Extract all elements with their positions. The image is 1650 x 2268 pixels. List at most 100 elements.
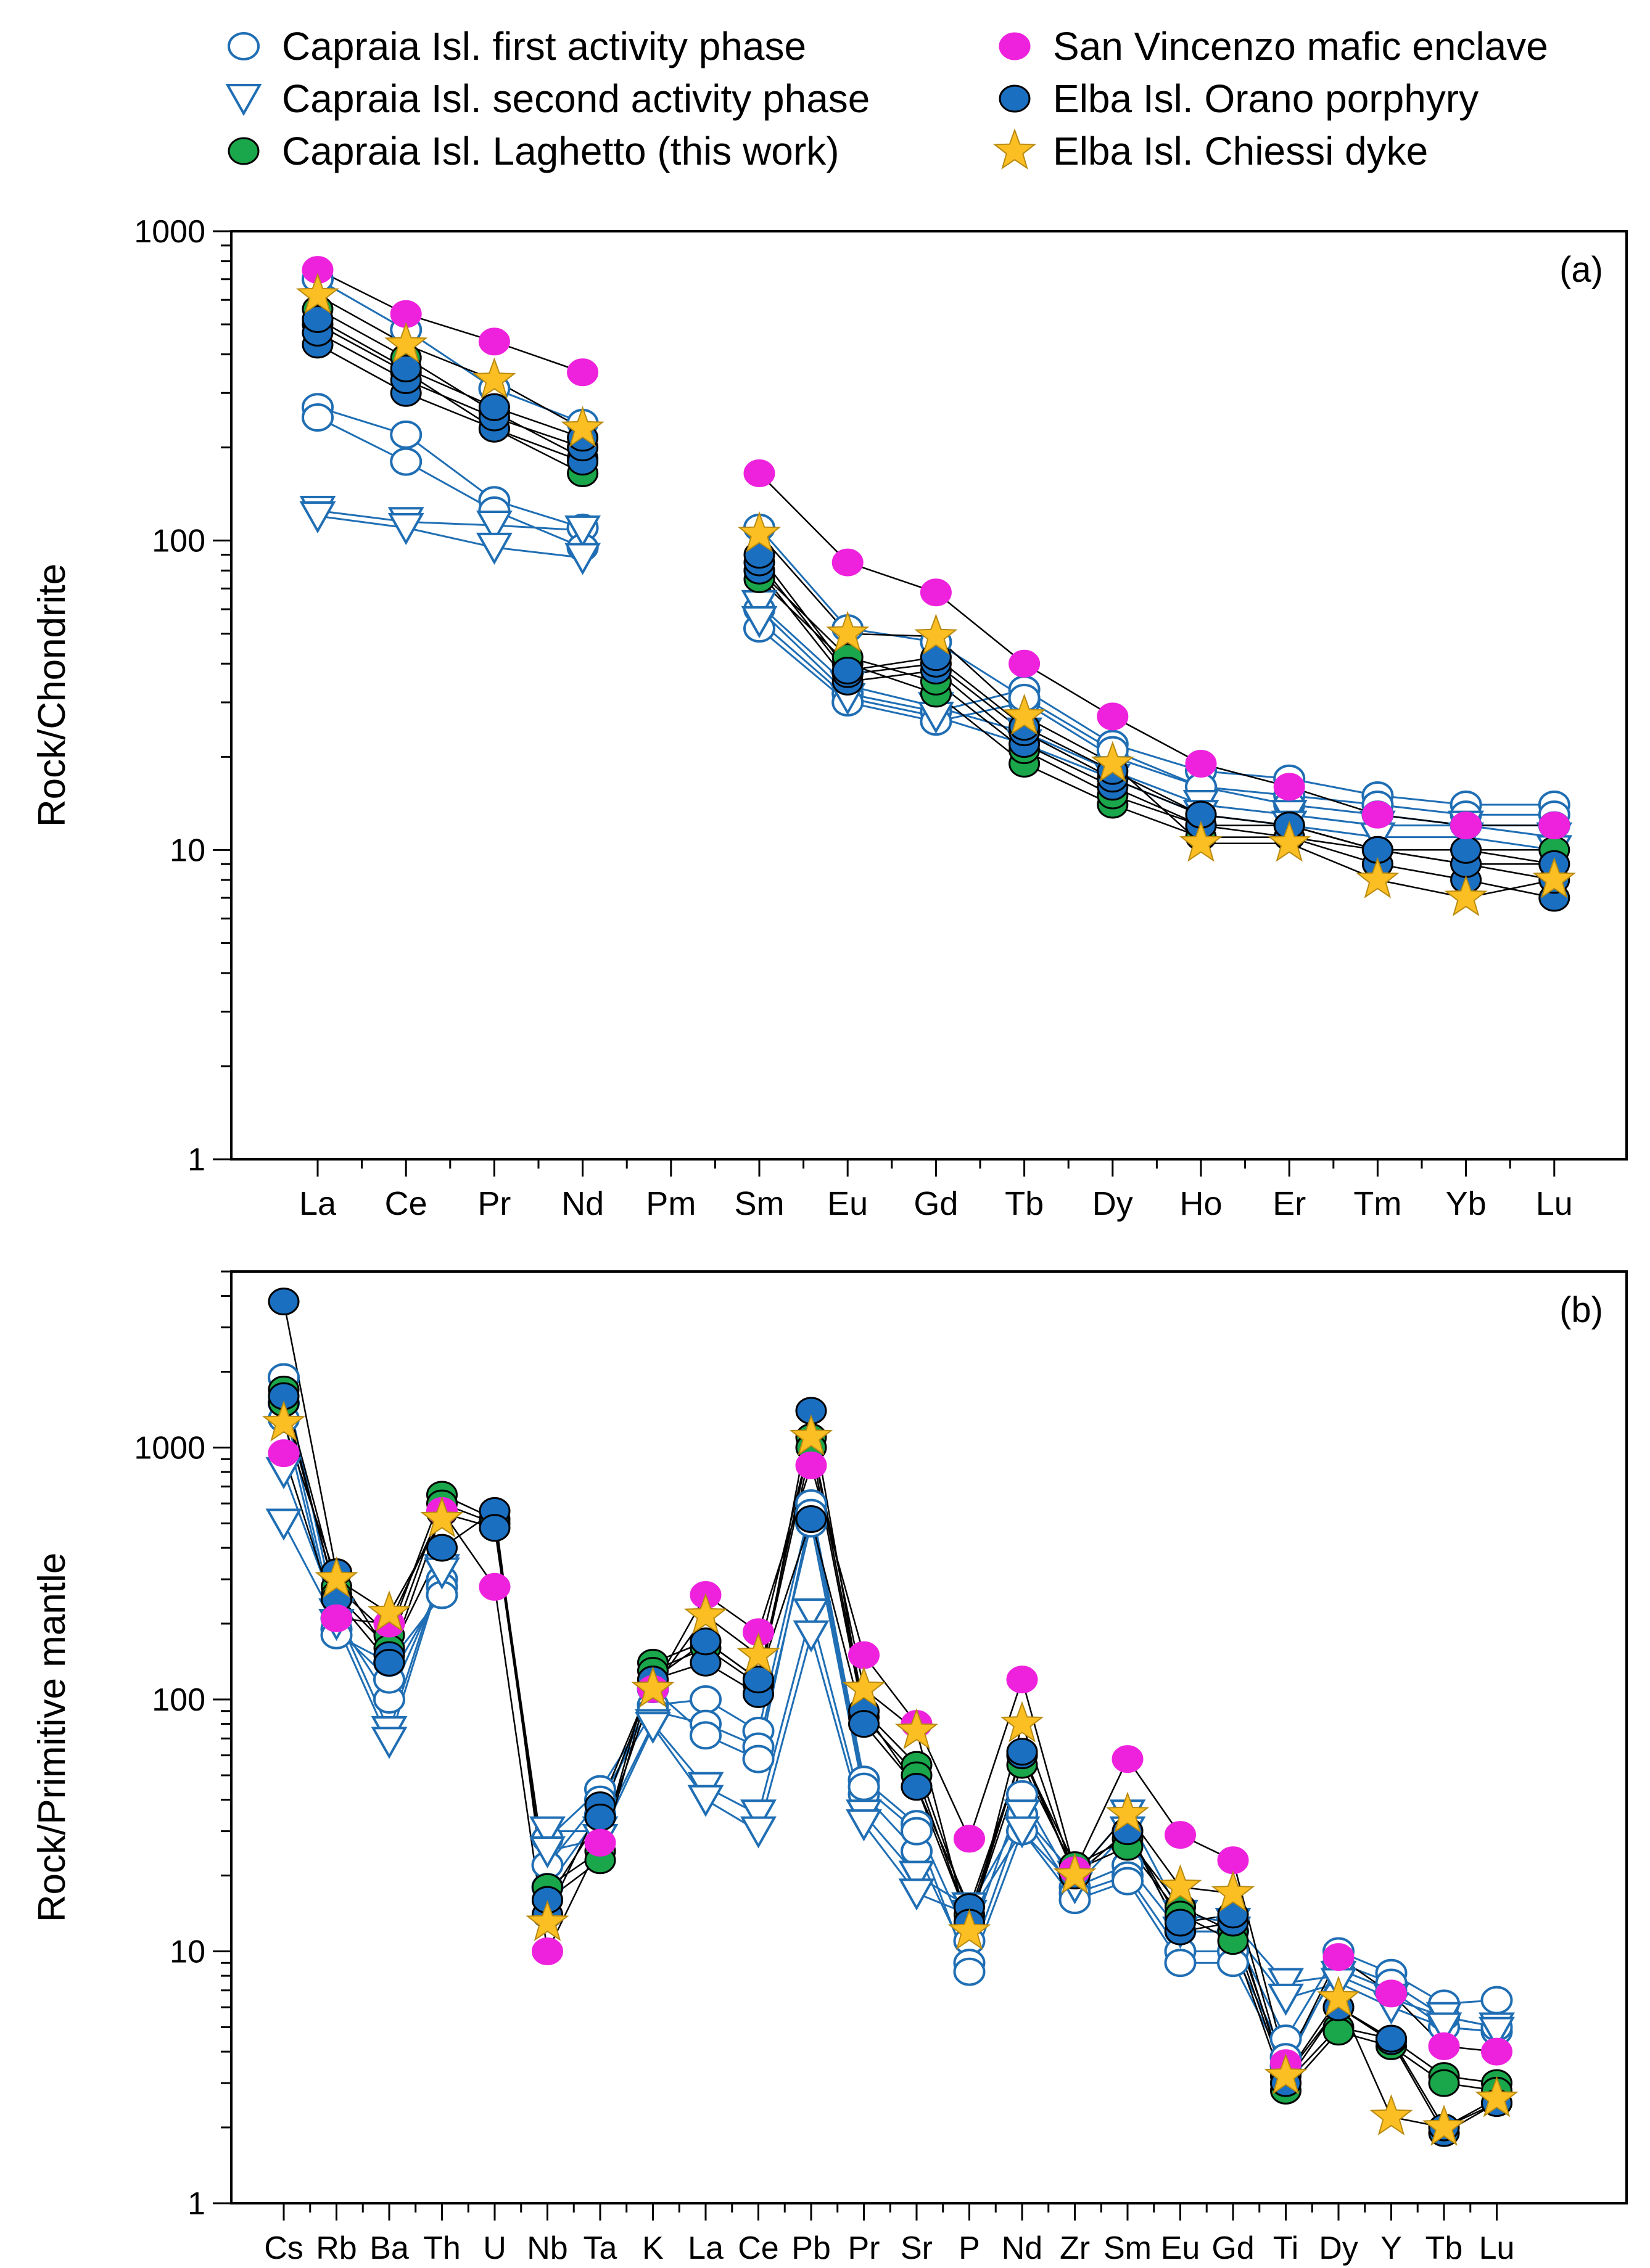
x-tick-label: Yb [1446,1185,1487,1222]
y-axis-label: Rock/Primitive mantle [31,1553,73,1922]
data-point-chiessi-Dy [1091,741,1134,783]
x-tick-label: Lu [1536,1185,1573,1222]
x-tick-label: Tm [1353,1185,1401,1222]
data-point-first-La [690,1685,722,1714]
data-point-orano-La [690,1627,722,1656]
data-point-chiessi-Ce [736,1632,780,1674]
y-tick-label: 100 [152,524,205,559]
data-point-second-Cs [265,1508,302,1541]
data-point-chiessi-Ho [1179,820,1223,862]
data-point-chiessi-Pr [472,357,516,399]
data-point-second-Nb [529,1816,566,1849]
data-point-chiessi-Eu [826,610,870,652]
data-point-second-Ba [371,1727,408,1759]
data-point-chiessi-Nd [561,406,604,448]
data-point-chiessi-Y [1369,2094,1413,2135]
data-point-chiessi-La [683,1593,728,1635]
data-point-orano-La [302,305,334,333]
x-tick-label: Er [1273,1185,1306,1222]
data-point-sanv-Eu [1165,1821,1196,1849]
x-tick-label: U [483,2230,506,2266]
legend-marker-open-circle-icon [228,32,260,60]
data-point-second-La [687,1785,724,1817]
data-point-second-Ti [1268,1983,1304,2016]
data-point-orano-Eu [831,656,864,684]
x-tick-label: Lu [1479,2230,1515,2266]
data-point-orano-Sr [901,1773,933,1801]
data-point-sanv-Tb [1428,2032,1460,2060]
legend-marker-open-triangle-down-icon [225,84,262,117]
data-point-second-Tb [1425,2012,1462,2045]
legend-marker-filled-circle-icon [228,137,260,165]
data-point-sanv-Sm [1112,1745,1144,1773]
data-point-sanv-Lu [1538,811,1570,840]
x-tick-label: P [959,2230,980,2266]
data-point-chiessi-Tb [1422,2105,1466,2146]
series-line-orano [317,318,1554,865]
data-point-chiessi-Yb [1444,875,1488,916]
panel-a-chart: 1 10 100 1000 La Ce Pr Nd Pm Sm Eu Gd Tb Dy Ho Er Tm Yb Lu… [31,214,1628,1222]
legend-marker-star-icon [992,128,1037,170]
data-point-orano-Ba [373,1648,405,1677]
x-tick-label: Nd [1002,2230,1042,2266]
data-point-laghetto-Dy [1322,2018,1355,2046]
x-tick-label: Gd [1211,2230,1254,2266]
data-point-sanv-Pr [478,327,510,356]
plot-frame [230,1270,1628,2204]
data-point-orano-Ce [390,355,422,383]
data-point-orano-Pr [848,1710,880,1738]
data-point-second-K [635,1712,671,1744]
x-tick-label: Ho [1179,1185,1222,1222]
data-point-second-Pr [476,532,513,565]
data-point-sanv-Gd [920,578,952,607]
x-tick-label: Pr [477,1185,511,1222]
data-point-chiessi-Eu [1158,1864,1202,1906]
data-point-second-Ti [1268,1968,1304,2000]
series-line-chiessi [283,1423,1498,2129]
data-point-orano-Ta [584,1803,616,1831]
x-tick-label: Eu [1161,2230,1200,2266]
x-tick-label: Nb [527,2230,567,2266]
x-tick-label: Tb [1425,2230,1463,2266]
data-point-chiessi-K [631,1666,675,1707]
y-tick-label: 1 [188,2186,205,2222]
legend-label: Elba Isl. Orano porphyry [1053,76,1479,121]
x-tick-label: Th [423,2230,461,2266]
x-tick-label: Ba [369,2230,409,2266]
data-point-second-Sr [898,1878,935,1911]
data-point-chiessi-Lu [1532,857,1576,898]
data-point-first-Lu [1480,1986,1513,2015]
data-point-chiessi-Sm [737,511,782,553]
y-tick-label: 1000 [134,1431,205,1466]
data-point-orano-Pr [478,393,510,421]
data-point-second-Nd [1004,1799,1041,1832]
x-tick-label: Ti [1273,2230,1298,2266]
data-point-chiessi-Sr [894,1708,939,1749]
data-point-chiessi-Er [1268,820,1311,862]
data-point-second-Nb [529,1836,566,1869]
x-tick-label: La [299,1185,337,1222]
x-tick-label: Dy [1319,2230,1358,2266]
data-point-sanv-Y [1376,1979,1407,2008]
data-point-chiessi-P [947,1908,991,1950]
data-point-sanv-Pb [795,1451,827,1479]
data-point-chiessi-Ba [367,1590,411,1632]
data-point-sanv-Sm [743,459,775,488]
data-point-first-La [302,403,334,432]
legend-marker-filled-circle-icon [999,32,1031,60]
data-point-second-Pb [793,1620,830,1653]
data-point-second-Ce [740,1816,777,1849]
data-point-chiessi-Gd [914,614,958,655]
data-point-sanv-Dy [1322,1943,1355,1971]
legend-label: Capraia Isl. Laghetto (this work) [282,129,839,173]
x-tick-label: Dy [1092,1185,1133,1222]
series-line-chiessi [317,295,1555,899]
data-point-sanv-Er [1273,773,1305,801]
data-point-first-Ce [390,447,423,476]
data-point-second-Pr [476,510,513,543]
data-point-chiessi-Sm [1105,1791,1150,1833]
data-point-orano-Eu [1165,1908,1196,1937]
y-tick-label: 1000 [134,214,205,250]
x-tick-label: Y [1380,2230,1402,2266]
data-point-laghetto-Tb [1428,2069,1460,2097]
